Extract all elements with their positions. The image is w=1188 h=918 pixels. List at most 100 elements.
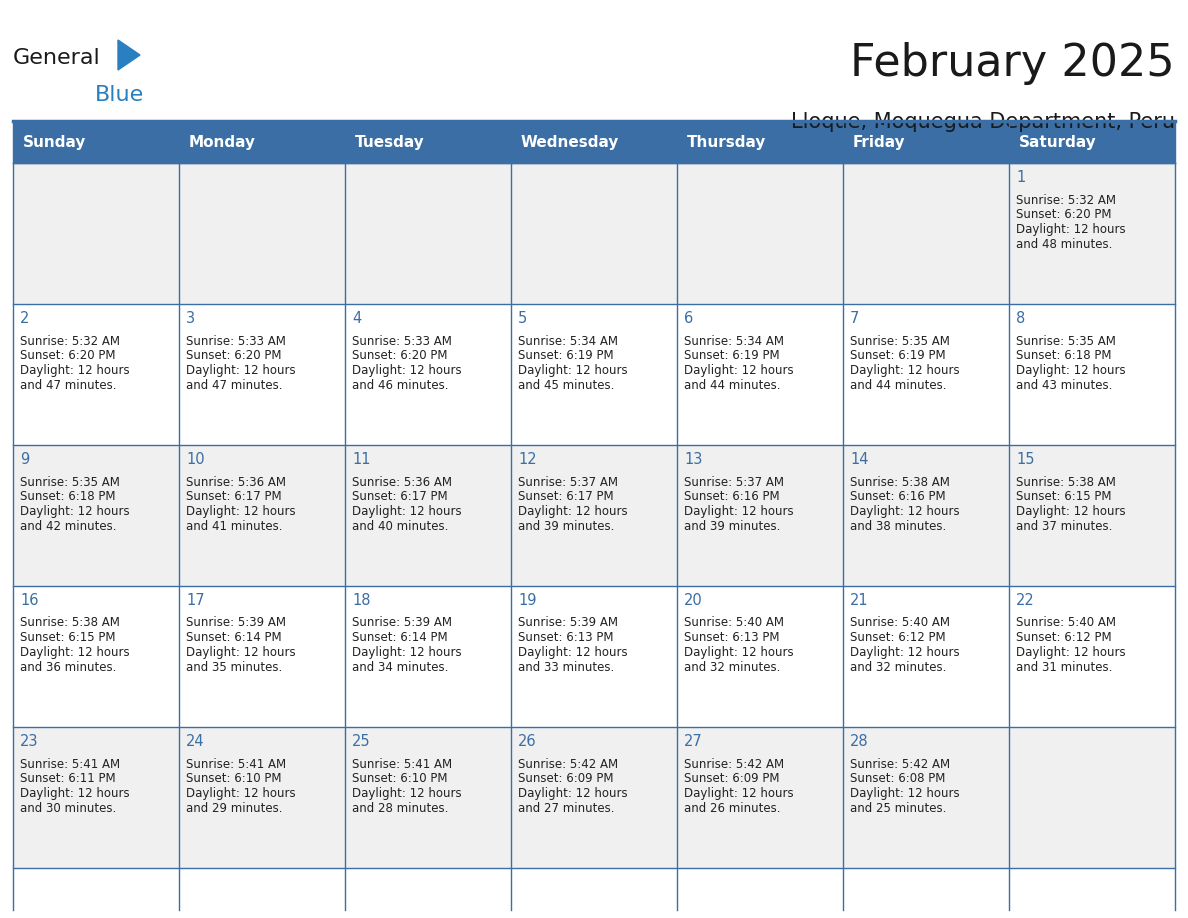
Text: Sunrise: 5:33 AM: Sunrise: 5:33 AM <box>187 334 286 348</box>
Text: 15: 15 <box>1016 452 1035 467</box>
Text: 24: 24 <box>187 734 204 749</box>
Bar <box>179 586 345 727</box>
Text: Sunrise: 5:39 AM: Sunrise: 5:39 AM <box>518 617 618 630</box>
Bar <box>677 163 843 304</box>
Text: 10: 10 <box>187 452 204 467</box>
Text: Daylight: 12 hours: Daylight: 12 hours <box>518 364 627 377</box>
Bar <box>13 727 179 868</box>
Text: 12: 12 <box>518 452 537 467</box>
Bar <box>345 445 511 586</box>
Text: Daylight: 12 hours: Daylight: 12 hours <box>849 787 960 800</box>
Text: Daylight: 12 hours: Daylight: 12 hours <box>684 646 794 659</box>
Text: Sunset: 6:16 PM: Sunset: 6:16 PM <box>684 490 779 503</box>
Bar <box>345 304 511 445</box>
Bar <box>1009 586 1175 727</box>
Bar <box>13 586 179 727</box>
Text: Sunrise: 5:41 AM: Sunrise: 5:41 AM <box>20 757 120 770</box>
Text: Sunrise: 5:38 AM: Sunrise: 5:38 AM <box>849 476 950 488</box>
Text: and 39 minutes.: and 39 minutes. <box>684 520 781 533</box>
Text: Sunrise: 5:35 AM: Sunrise: 5:35 AM <box>20 476 120 488</box>
Bar <box>511 121 677 163</box>
Text: Sunset: 6:12 PM: Sunset: 6:12 PM <box>849 632 946 644</box>
Text: Sunday: Sunday <box>23 135 87 150</box>
Text: Sunrise: 5:39 AM: Sunrise: 5:39 AM <box>187 617 286 630</box>
Text: Blue: Blue <box>95 85 144 105</box>
Bar <box>13 445 179 586</box>
Text: Sunset: 6:19 PM: Sunset: 6:19 PM <box>518 350 614 363</box>
Text: Sunrise: 5:37 AM: Sunrise: 5:37 AM <box>518 476 618 488</box>
Text: Sunrise: 5:36 AM: Sunrise: 5:36 AM <box>352 476 451 488</box>
Text: Daylight: 12 hours: Daylight: 12 hours <box>352 646 462 659</box>
Text: Sunrise: 5:33 AM: Sunrise: 5:33 AM <box>352 334 451 348</box>
Text: Sunrise: 5:34 AM: Sunrise: 5:34 AM <box>684 334 784 348</box>
Bar <box>677 586 843 727</box>
Text: Sunset: 6:17 PM: Sunset: 6:17 PM <box>187 490 282 503</box>
Text: and 25 minutes.: and 25 minutes. <box>849 802 947 815</box>
Text: Sunrise: 5:40 AM: Sunrise: 5:40 AM <box>684 617 784 630</box>
Text: Friday: Friday <box>853 135 905 150</box>
Text: Sunset: 6:20 PM: Sunset: 6:20 PM <box>20 350 115 363</box>
Text: Daylight: 12 hours: Daylight: 12 hours <box>1016 646 1125 659</box>
Text: 6: 6 <box>684 311 694 326</box>
Text: 7: 7 <box>849 311 859 326</box>
Text: Daylight: 12 hours: Daylight: 12 hours <box>187 505 296 518</box>
Text: 20: 20 <box>684 593 703 608</box>
Text: Sunset: 6:08 PM: Sunset: 6:08 PM <box>849 772 946 785</box>
Bar <box>677 727 843 868</box>
Text: Monday: Monday <box>189 135 255 150</box>
Text: Sunset: 6:15 PM: Sunset: 6:15 PM <box>20 632 115 644</box>
Text: Sunset: 6:13 PM: Sunset: 6:13 PM <box>518 632 613 644</box>
Bar <box>1009 304 1175 445</box>
Text: Daylight: 12 hours: Daylight: 12 hours <box>684 364 794 377</box>
Text: Sunrise: 5:32 AM: Sunrise: 5:32 AM <box>1016 194 1116 207</box>
Text: 21: 21 <box>849 593 868 608</box>
Text: and 42 minutes.: and 42 minutes. <box>20 520 116 533</box>
Text: and 47 minutes.: and 47 minutes. <box>20 379 116 392</box>
Text: Sunset: 6:09 PM: Sunset: 6:09 PM <box>684 772 779 785</box>
Text: Sunset: 6:10 PM: Sunset: 6:10 PM <box>352 772 448 785</box>
Text: 25: 25 <box>352 734 371 749</box>
Text: Daylight: 12 hours: Daylight: 12 hours <box>518 646 627 659</box>
Text: Sunset: 6:13 PM: Sunset: 6:13 PM <box>684 632 779 644</box>
Bar <box>13 163 179 304</box>
Text: Sunrise: 5:34 AM: Sunrise: 5:34 AM <box>518 334 618 348</box>
Text: Daylight: 12 hours: Daylight: 12 hours <box>187 364 296 377</box>
Bar <box>179 304 345 445</box>
Text: Sunrise: 5:32 AM: Sunrise: 5:32 AM <box>20 334 120 348</box>
Bar <box>13 121 179 163</box>
Polygon shape <box>118 40 140 70</box>
Bar <box>1009 121 1175 163</box>
Text: Sunset: 6:19 PM: Sunset: 6:19 PM <box>849 350 946 363</box>
Bar <box>179 727 345 868</box>
Text: Daylight: 12 hours: Daylight: 12 hours <box>20 364 129 377</box>
Bar <box>677 121 843 163</box>
Text: and 30 minutes.: and 30 minutes. <box>20 802 116 815</box>
Text: Sunset: 6:20 PM: Sunset: 6:20 PM <box>352 350 448 363</box>
Text: Sunrise: 5:41 AM: Sunrise: 5:41 AM <box>352 757 453 770</box>
Text: and 40 minutes.: and 40 minutes. <box>352 520 448 533</box>
Bar <box>843 304 1009 445</box>
Text: Sunset: 6:15 PM: Sunset: 6:15 PM <box>1016 490 1112 503</box>
Text: Daylight: 12 hours: Daylight: 12 hours <box>20 646 129 659</box>
Text: Sunset: 6:12 PM: Sunset: 6:12 PM <box>1016 632 1112 644</box>
Text: Daylight: 12 hours: Daylight: 12 hours <box>1016 223 1125 236</box>
Text: Sunrise: 5:42 AM: Sunrise: 5:42 AM <box>849 757 950 770</box>
Text: Tuesday: Tuesday <box>355 135 424 150</box>
Text: Daylight: 12 hours: Daylight: 12 hours <box>684 505 794 518</box>
Text: and 34 minutes.: and 34 minutes. <box>352 661 448 674</box>
Text: Sunrise: 5:38 AM: Sunrise: 5:38 AM <box>1016 476 1116 488</box>
Text: 3: 3 <box>187 311 195 326</box>
Text: Daylight: 12 hours: Daylight: 12 hours <box>849 505 960 518</box>
Bar <box>511 445 677 586</box>
Bar <box>179 445 345 586</box>
Text: 23: 23 <box>20 734 38 749</box>
Text: and 32 minutes.: and 32 minutes. <box>849 661 947 674</box>
Text: Sunrise: 5:36 AM: Sunrise: 5:36 AM <box>187 476 286 488</box>
Text: Sunset: 6:11 PM: Sunset: 6:11 PM <box>20 772 115 785</box>
Text: Sunset: 6:18 PM: Sunset: 6:18 PM <box>20 490 115 503</box>
Text: Daylight: 12 hours: Daylight: 12 hours <box>849 646 960 659</box>
Text: Sunrise: 5:38 AM: Sunrise: 5:38 AM <box>20 617 120 630</box>
Text: Daylight: 12 hours: Daylight: 12 hours <box>187 787 296 800</box>
Text: Sunrise: 5:40 AM: Sunrise: 5:40 AM <box>1016 617 1116 630</box>
Bar <box>1009 445 1175 586</box>
